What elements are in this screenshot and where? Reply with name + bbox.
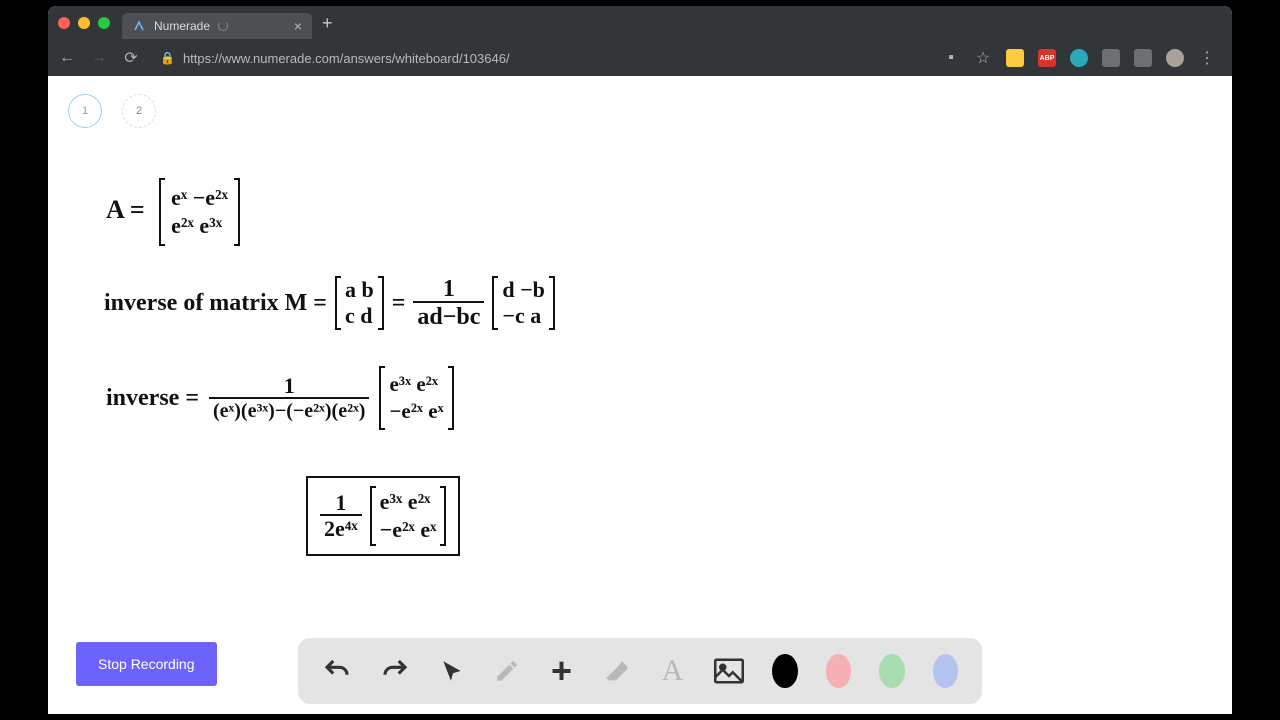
result-box: 1 2e⁴ˣ e³ˣ e²ˣ −e²ˣ eˣ	[306, 476, 460, 556]
result-frac-den: 2e⁴ˣ	[320, 514, 362, 540]
eraser-tool[interactable]	[603, 653, 631, 689]
bracket-right-icon	[549, 276, 555, 330]
browser-tab[interactable]: Numerade ×	[122, 13, 312, 39]
bracket-left-icon	[379, 366, 385, 430]
bracket-right-icon	[440, 486, 446, 546]
bracket-left-icon	[370, 486, 376, 546]
frac2-num: 1	[280, 375, 299, 397]
result-fraction: 1 2e⁴ˣ	[320, 492, 362, 540]
whiteboard-toolbar: + A	[298, 638, 982, 704]
text-tool[interactable]: A	[659, 653, 686, 689]
extension-gray-icon-2[interactable]	[1134, 49, 1152, 67]
fraction-2: 1 (eˣ)(e³ˣ)−(−e²ˣ)(e²ˣ)	[209, 375, 369, 421]
tab-close-icon[interactable]: ×	[294, 18, 302, 34]
pencil-tool[interactable]	[493, 653, 520, 689]
extension-gray-icon-1[interactable]	[1102, 49, 1120, 67]
matR-row1: e³ˣ e²ˣ	[380, 491, 437, 513]
url-text: https://www.numerade.com/answers/whitebo…	[183, 51, 510, 66]
bracket-left-icon	[159, 178, 165, 246]
page-thumbnails: 1 2	[68, 94, 156, 128]
matR-row2: −e²ˣ eˣ	[380, 519, 437, 541]
color-black[interactable]	[772, 654, 798, 688]
window-zoom-button[interactable]	[98, 17, 110, 29]
bracket-right-icon	[234, 178, 240, 246]
frac1-den: ad−bc	[413, 301, 484, 329]
bracket-right-icon	[378, 276, 384, 330]
address-bar[interactable]: 🔒 https://www.numerade.com/answers/white…	[154, 51, 928, 66]
page-content: 1 2 A = eˣ −e²ˣ e²ˣ e³ˣ inverse of matri…	[48, 76, 1232, 714]
window-close-button[interactable]	[58, 17, 70, 29]
matInv-row2: −c a	[502, 305, 545, 327]
page-thumb-2[interactable]: 2	[122, 94, 156, 128]
browser-menu-icon[interactable]: ⋮	[1198, 48, 1216, 68]
pointer-tool[interactable]	[438, 653, 465, 689]
math-line-3: inverse = 1 (eˣ)(e³ˣ)−(−e²ˣ)(e²ˣ) e³ˣ e²…	[106, 366, 454, 430]
extension-abp-icon[interactable]: ABP	[1038, 49, 1056, 67]
extension-icon-1[interactable]	[1006, 49, 1024, 67]
add-tool[interactable]: +	[548, 653, 575, 689]
equals-1: =	[392, 291, 406, 315]
tab-favicon	[132, 19, 146, 33]
address-bar-row: ← → ⟳ 🔒 https://www.numerade.com/answers…	[48, 40, 1232, 76]
nav-forward-button[interactable]: →	[90, 49, 108, 67]
tab-loading-icon	[218, 21, 228, 31]
math-result: 1 2e⁴ˣ e³ˣ e²ˣ −e²ˣ eˣ	[306, 476, 460, 556]
fraction-1: 1 ad−bc	[413, 277, 484, 329]
tab-title: Numerade	[154, 19, 210, 33]
redo-button[interactable]	[380, 653, 410, 689]
extension-teal-icon[interactable]	[1070, 49, 1088, 67]
result-frac-num: 1	[331, 492, 350, 514]
window-minimize-button[interactable]	[78, 17, 90, 29]
frac1-num: 1	[439, 277, 459, 301]
extension-tray: ▪ ☆ ABP ⋮	[942, 48, 1222, 68]
bracket-left-icon	[335, 276, 341, 330]
math-line-2: inverse of matrix M = a b c d = 1 ad−bc …	[104, 276, 555, 330]
matA-row1: eˣ −e²ˣ	[171, 187, 228, 209]
nav-reload-button[interactable]: ⟳	[122, 48, 140, 68]
lock-icon: 🔒	[160, 51, 175, 65]
color-red[interactable]	[826, 654, 852, 688]
matA-row2: e²ˣ e³ˣ	[171, 215, 228, 237]
page-thumb-1[interactable]: 1	[68, 94, 102, 128]
titlebar: Numerade × +	[48, 6, 1232, 40]
line1-lhs: A =	[106, 195, 145, 224]
bracket-left-icon	[492, 276, 498, 330]
cast-icon[interactable]: ▪	[942, 49, 960, 67]
matInv-row1: d −b	[502, 279, 545, 301]
matM-row2: c d	[345, 305, 374, 327]
traffic-lights	[58, 17, 110, 29]
new-tab-button[interactable]: +	[322, 13, 333, 34]
color-green[interactable]	[879, 654, 905, 688]
image-tool[interactable]	[714, 653, 744, 689]
nav-back-button[interactable]: ←	[58, 49, 76, 67]
browser-window: Numerade × + ← → ⟳ 🔒 https://www.numerad…	[48, 6, 1232, 714]
bracket-right-icon	[448, 366, 454, 430]
mat3-row1: e³ˣ e²ˣ	[389, 374, 443, 395]
stop-recording-button[interactable]: Stop Recording	[76, 642, 217, 686]
frac2-den: (eˣ)(e³ˣ)−(−e²ˣ)(e²ˣ)	[209, 397, 369, 421]
undo-button[interactable]	[322, 653, 352, 689]
matM-row1: a b	[345, 279, 374, 301]
mat3-row2: −e²ˣ eˣ	[389, 401, 443, 422]
line2-text: inverse of matrix M =	[104, 291, 327, 315]
line3-lhs: inverse =	[106, 386, 199, 410]
color-blue[interactable]	[933, 654, 959, 688]
math-line-1: A = eˣ −e²ˣ e²ˣ e³ˣ	[106, 178, 240, 246]
bookmark-star-icon[interactable]: ☆	[974, 48, 992, 68]
profile-avatar-icon[interactable]	[1166, 49, 1184, 67]
